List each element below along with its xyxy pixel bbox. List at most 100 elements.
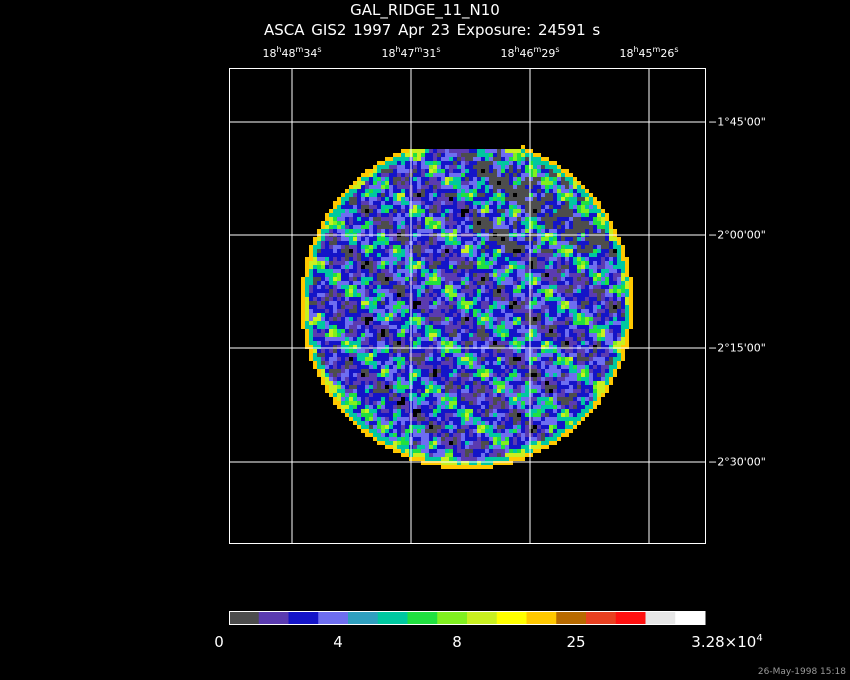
image-pixel <box>565 349 569 353</box>
image-pixel <box>525 261 529 265</box>
image-pixel <box>561 373 565 377</box>
image-pixel <box>313 353 317 357</box>
image-pixel <box>529 425 533 429</box>
image-pixel <box>457 405 461 409</box>
image-pixel <box>393 393 397 397</box>
image-pixel <box>493 253 497 257</box>
image-pixel <box>349 361 353 365</box>
image-pixel <box>569 205 573 209</box>
image-pixel <box>477 285 481 289</box>
image-pixel <box>389 365 393 369</box>
image-pixel <box>441 329 445 333</box>
image-pixel <box>449 309 453 313</box>
image-pixel <box>517 361 521 365</box>
image-pixel <box>397 265 401 269</box>
image-pixel <box>425 345 429 349</box>
image-pixel <box>593 201 597 205</box>
image-pixel <box>425 413 429 417</box>
image-pixel <box>429 297 433 301</box>
image-pixel <box>373 425 377 429</box>
image-pixel <box>349 349 353 353</box>
image-pixel <box>429 169 433 173</box>
image-pixel <box>505 317 509 321</box>
image-pixel <box>449 293 453 297</box>
image-pixel <box>405 173 409 177</box>
image-pixel <box>537 365 541 369</box>
image-pixel <box>397 381 401 385</box>
image-pixel <box>509 285 513 289</box>
image-pixel <box>333 369 337 373</box>
image-pixel <box>389 301 393 305</box>
image-pixel <box>545 393 549 397</box>
image-pixel <box>577 249 581 253</box>
image-pixel <box>513 425 517 429</box>
image-pixel <box>361 253 365 257</box>
image-pixel <box>605 373 609 377</box>
image-pixel <box>573 301 577 305</box>
image-pixel <box>313 361 317 365</box>
image-pixel <box>525 365 529 369</box>
image-pixel <box>385 329 389 333</box>
image-pixel <box>525 245 529 249</box>
image-pixel <box>461 161 465 165</box>
image-pixel <box>477 333 481 337</box>
image-pixel <box>337 221 341 225</box>
image-pixel <box>329 377 333 381</box>
image-pixel <box>557 169 561 173</box>
image-pixel <box>333 201 337 205</box>
image-pixel <box>593 245 597 249</box>
image-pixel <box>377 217 381 221</box>
image-pixel <box>521 153 525 157</box>
image-pixel <box>397 353 401 357</box>
image-pixel <box>469 417 473 421</box>
image-pixel <box>513 313 517 317</box>
image-pixel <box>457 177 461 181</box>
image-pixel <box>497 213 501 217</box>
image-pixel <box>565 293 569 297</box>
image-pixel <box>537 277 541 281</box>
image-pixel <box>405 157 409 161</box>
image-pixel <box>553 245 557 249</box>
image-pixel <box>565 289 569 293</box>
image-pixel <box>357 417 361 421</box>
image-pixel <box>345 245 349 249</box>
image-pixel <box>437 409 441 413</box>
image-pixel <box>397 285 401 289</box>
image-pixel <box>501 417 505 421</box>
image-pixel <box>337 217 341 221</box>
image-pixel <box>337 293 341 297</box>
image-pixel <box>437 397 441 401</box>
image-pixel <box>321 357 325 361</box>
image-pixel <box>417 329 421 333</box>
image-pixel <box>453 241 457 245</box>
image-pixel <box>317 301 321 305</box>
image-pixel <box>349 281 353 285</box>
image-pixel <box>481 317 485 321</box>
image-pixel <box>549 177 553 181</box>
image-pixel <box>385 401 389 405</box>
image-pixel <box>405 221 409 225</box>
image-pixel <box>353 261 357 265</box>
image-pixel <box>449 401 453 405</box>
image-pixel <box>581 193 585 197</box>
image-pixel <box>477 281 481 285</box>
image-pixel <box>349 365 353 369</box>
image-pixel <box>549 409 553 413</box>
image-pixel <box>573 381 577 385</box>
image-pixel <box>493 245 497 249</box>
image-pixel <box>493 397 497 401</box>
image-pixel <box>413 357 417 361</box>
image-pixel <box>605 289 609 293</box>
image-pixel <box>549 361 553 365</box>
image-pixel <box>557 229 561 233</box>
image-pixel <box>389 173 393 177</box>
image-pixel <box>617 345 621 349</box>
image-pixel <box>529 169 533 173</box>
image-pixel <box>417 201 421 205</box>
image-pixel <box>341 357 345 361</box>
image-pixel <box>405 309 409 313</box>
image-pixel <box>429 309 433 313</box>
image-pixel <box>457 333 461 337</box>
image-pixel <box>565 341 569 345</box>
image-pixel <box>461 285 465 289</box>
